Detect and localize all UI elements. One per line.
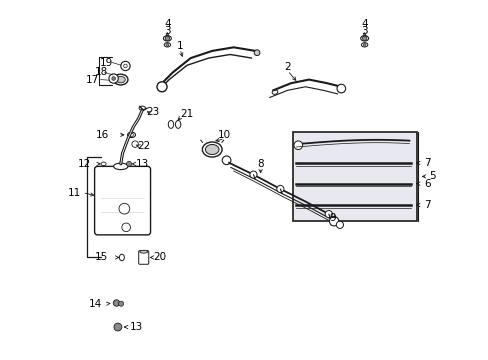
Circle shape: [363, 43, 366, 46]
Circle shape: [165, 36, 169, 41]
FancyBboxPatch shape: [94, 166, 150, 235]
Circle shape: [122, 223, 130, 231]
Circle shape: [113, 300, 120, 306]
Text: 4: 4: [164, 19, 170, 29]
Text: 20: 20: [153, 252, 166, 262]
Text: 11: 11: [67, 188, 81, 198]
Text: 21: 21: [180, 109, 193, 119]
Ellipse shape: [361, 42, 367, 47]
Ellipse shape: [139, 106, 145, 111]
Bar: [292, 132, 416, 221]
Ellipse shape: [140, 250, 147, 253]
Ellipse shape: [360, 36, 368, 41]
Circle shape: [126, 161, 131, 166]
Text: 3: 3: [361, 26, 367, 36]
Circle shape: [329, 217, 338, 226]
Circle shape: [129, 133, 133, 136]
Circle shape: [157, 82, 167, 92]
Circle shape: [119, 203, 129, 214]
Text: 15: 15: [94, 252, 107, 262]
Text: 1: 1: [176, 41, 183, 50]
Text: 5: 5: [428, 171, 435, 181]
Text: 12: 12: [78, 159, 91, 169]
Circle shape: [362, 36, 366, 41]
Circle shape: [109, 74, 118, 83]
Text: 10: 10: [218, 130, 231, 140]
Ellipse shape: [205, 144, 219, 154]
Ellipse shape: [113, 163, 128, 170]
Circle shape: [119, 301, 123, 306]
Ellipse shape: [163, 36, 171, 41]
Text: 23: 23: [146, 107, 160, 117]
Ellipse shape: [164, 42, 170, 47]
Circle shape: [254, 50, 260, 55]
Circle shape: [123, 64, 127, 68]
Ellipse shape: [168, 121, 173, 129]
Circle shape: [112, 77, 115, 80]
Circle shape: [325, 211, 332, 218]
Text: 3: 3: [164, 26, 170, 36]
Text: 9: 9: [328, 213, 335, 222]
Circle shape: [121, 61, 130, 71]
Text: 8: 8: [257, 159, 264, 169]
Ellipse shape: [272, 90, 277, 94]
Circle shape: [293, 141, 302, 149]
FancyBboxPatch shape: [139, 251, 148, 264]
Circle shape: [222, 156, 230, 165]
Ellipse shape: [119, 254, 124, 261]
Text: 13: 13: [135, 159, 149, 169]
Text: 19: 19: [100, 58, 113, 68]
Ellipse shape: [113, 74, 128, 85]
Text: 13: 13: [130, 322, 143, 332]
Text: 14: 14: [89, 299, 102, 309]
Circle shape: [249, 171, 257, 178]
Text: 4: 4: [361, 19, 367, 29]
Ellipse shape: [101, 162, 106, 166]
Ellipse shape: [202, 142, 222, 157]
Circle shape: [132, 141, 138, 147]
Text: 7: 7: [423, 200, 429, 210]
Text: 22: 22: [137, 141, 150, 151]
Circle shape: [336, 84, 345, 93]
Circle shape: [165, 43, 168, 46]
Circle shape: [114, 323, 122, 331]
Text: 18: 18: [94, 67, 107, 77]
Ellipse shape: [127, 132, 135, 138]
Text: 6: 6: [423, 179, 429, 189]
Circle shape: [276, 185, 284, 193]
Text: 7: 7: [423, 158, 429, 168]
Ellipse shape: [175, 121, 181, 129]
Text: 16: 16: [96, 130, 109, 140]
Text: 17: 17: [85, 75, 99, 85]
Ellipse shape: [116, 76, 125, 83]
Circle shape: [336, 221, 343, 228]
Text: 2: 2: [284, 62, 290, 72]
